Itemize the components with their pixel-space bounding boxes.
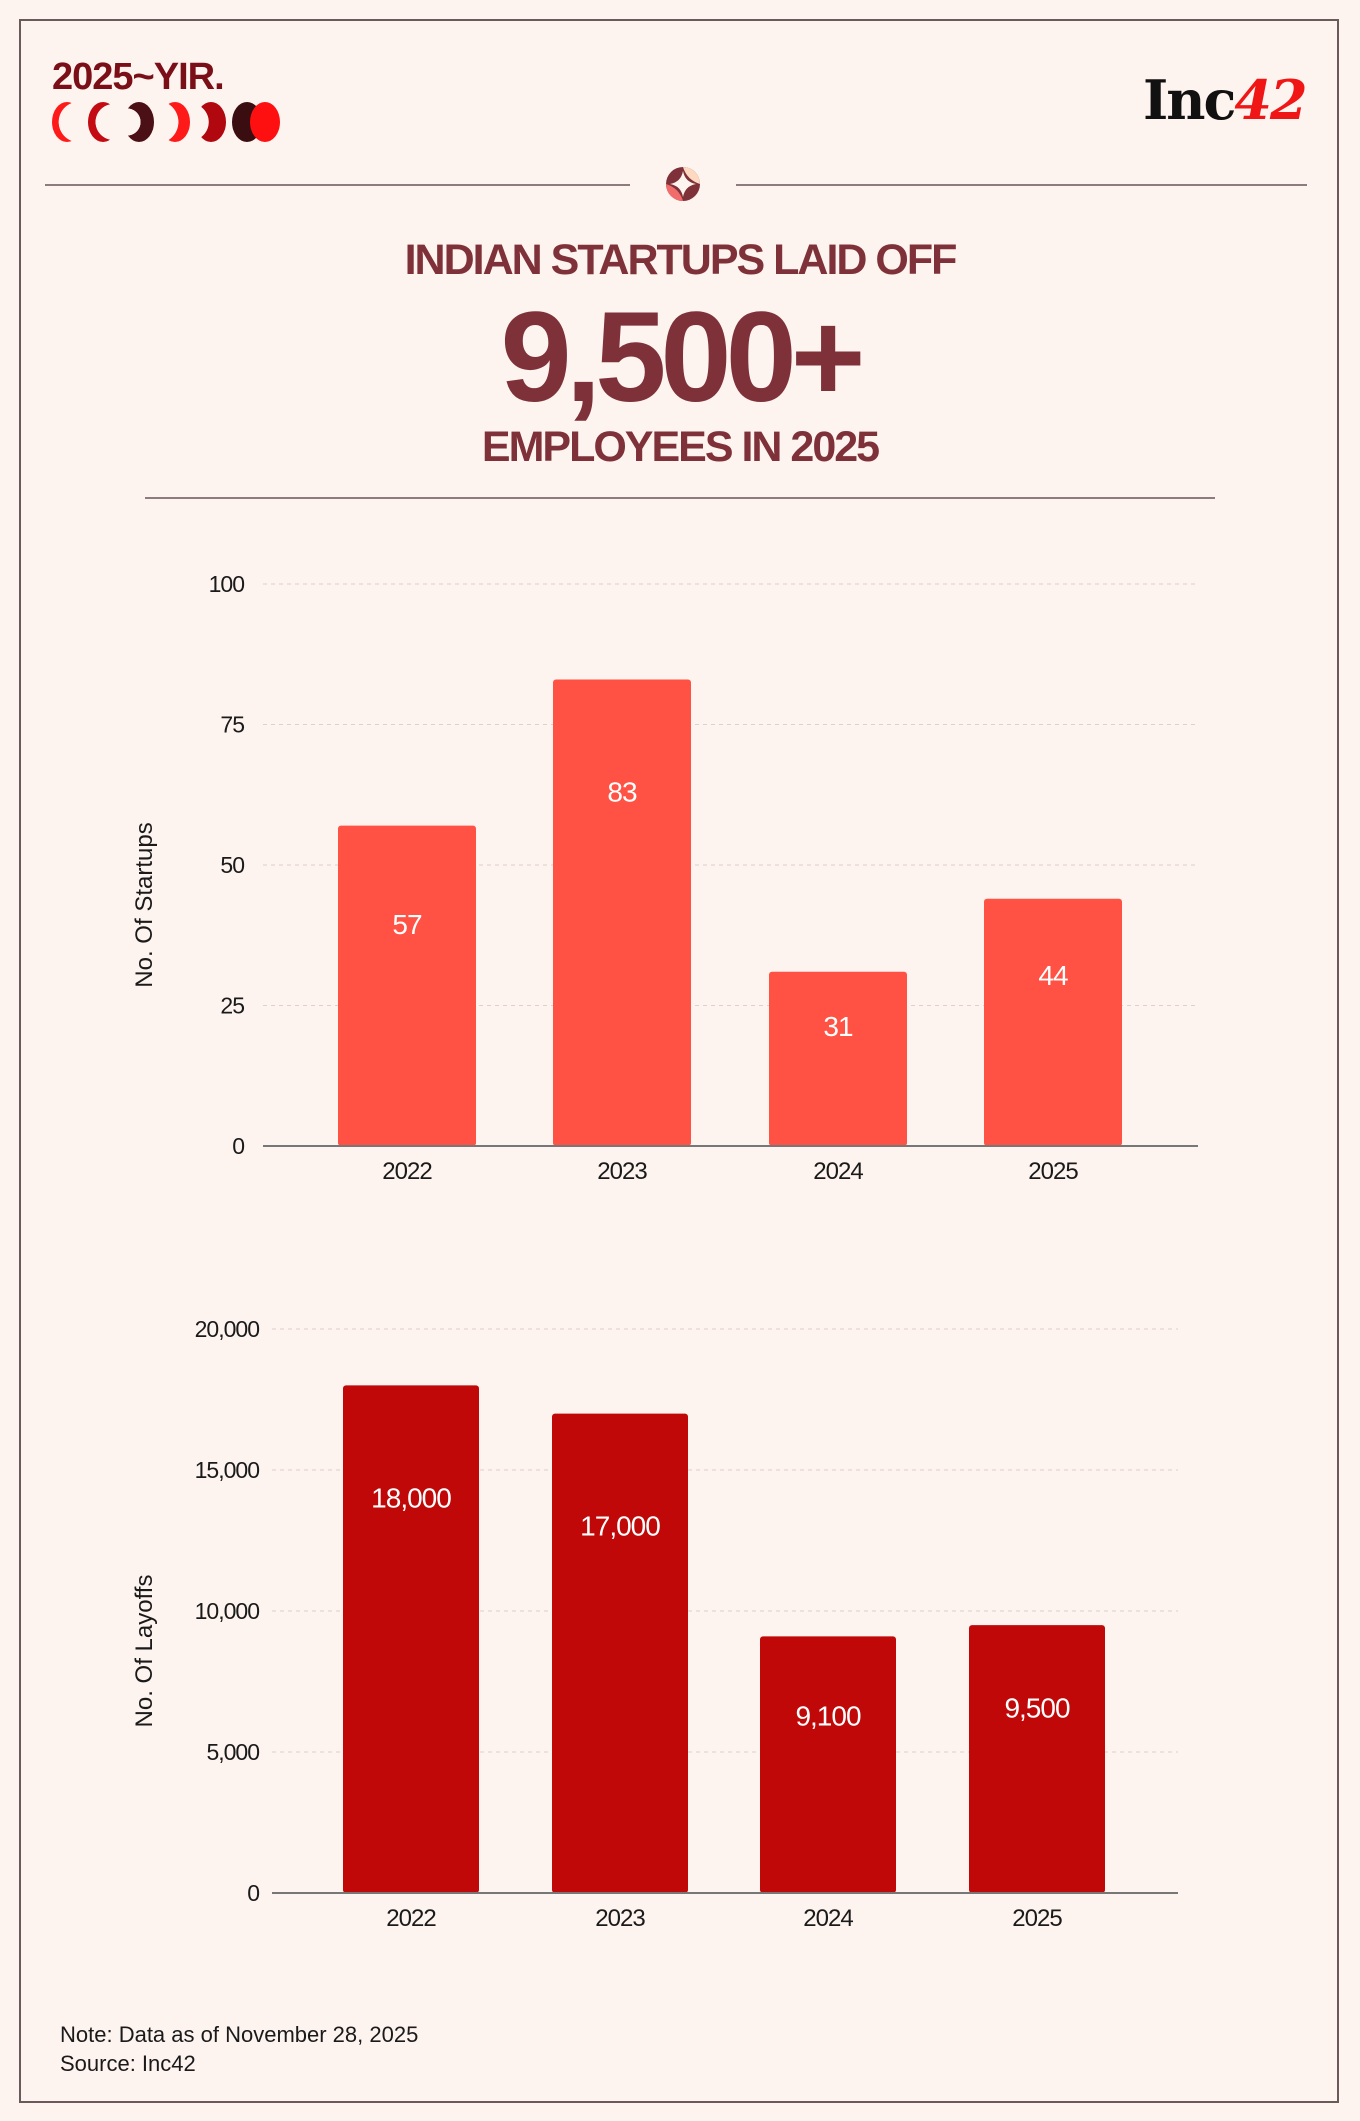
bar-2024 [760, 1636, 896, 1893]
y-tick-label: 0 [247, 1880, 259, 1906]
inc42-logo: Inc42 [1143, 68, 1308, 132]
y-tick-label: 20,000 [195, 1316, 260, 1342]
bar-2023 [552, 1413, 688, 1893]
y-tick-label: 25 [220, 993, 244, 1019]
y-tick-label: 50 [220, 852, 244, 878]
star-emblem-icon [666, 167, 700, 201]
x-tick-label: 2022 [386, 1905, 436, 1932]
infographic-frame [19, 19, 1339, 2103]
footer-note: Note: Data as of November 28, 2025 [60, 2022, 419, 2047]
bar-data-label: 57 [392, 909, 422, 940]
startups-bar-chart: 0 25 50 75 100 57 2022 83 2023 31 2024 44 2025 No. Of… [131, 571, 1198, 1185]
layoffs-bar-chart: 0 5,000 10,000 15,000 20,000 18,000 2022 17,000… [131, 1316, 1178, 1932]
divider-right [736, 184, 1307, 186]
bar-2025 [969, 1625, 1105, 1893]
x-tick-label: 2024 [803, 1905, 853, 1932]
headline-line2: EMPLOYEES IN 2025 [481, 423, 880, 471]
yir-logo-text: 2025~YIR. [52, 56, 225, 98]
bar-data-label: 44 [1038, 960, 1068, 991]
x-tick-label: 2022 [382, 1158, 432, 1185]
y-tick-label: 75 [220, 712, 244, 738]
bar-2023 [553, 679, 691, 1146]
bar-data-label: 9,500 [1004, 1692, 1069, 1723]
yir-logo: 2025~YIR. [52, 58, 280, 142]
bar-data-label: 17,000 [580, 1511, 660, 1542]
bar-data-label: 9,100 [795, 1700, 860, 1731]
x-tick-label: 2025 [1012, 1905, 1062, 1932]
moon-phases-icon [52, 102, 280, 142]
bar-data-label: 31 [823, 1011, 853, 1042]
headline-line1: INDIAN STARTUPS LAID OFF [404, 236, 958, 284]
bar-2022 [343, 1385, 479, 1893]
divider-left [45, 184, 630, 186]
y-tick-label: 10,000 [195, 1598, 260, 1624]
bar-2022 [338, 825, 476, 1146]
x-tick-label: 2023 [597, 1158, 647, 1185]
y-tick-label: 5,000 [206, 1739, 259, 1765]
y-tick-label: 0 [232, 1133, 244, 1159]
y-axis-label: No. Of Startups [131, 822, 158, 987]
y-tick-label: 15,000 [195, 1457, 260, 1483]
y-tick-label: 100 [209, 571, 245, 597]
bar-2024 [769, 971, 907, 1146]
y-axis-label: No. Of Layoffs [131, 1575, 158, 1728]
bar-data-label: 18,000 [371, 1482, 451, 1513]
footer-source: Source: Inc42 [60, 2051, 196, 2076]
x-tick-label: 2023 [595, 1905, 645, 1932]
x-tick-label: 2024 [813, 1158, 863, 1185]
bar-2025 [984, 898, 1122, 1146]
x-tick-label: 2025 [1028, 1158, 1078, 1185]
bar-data-label: 83 [607, 777, 637, 808]
headline-divider [145, 497, 1215, 499]
headline-figure: 9,500+ [500, 286, 865, 429]
